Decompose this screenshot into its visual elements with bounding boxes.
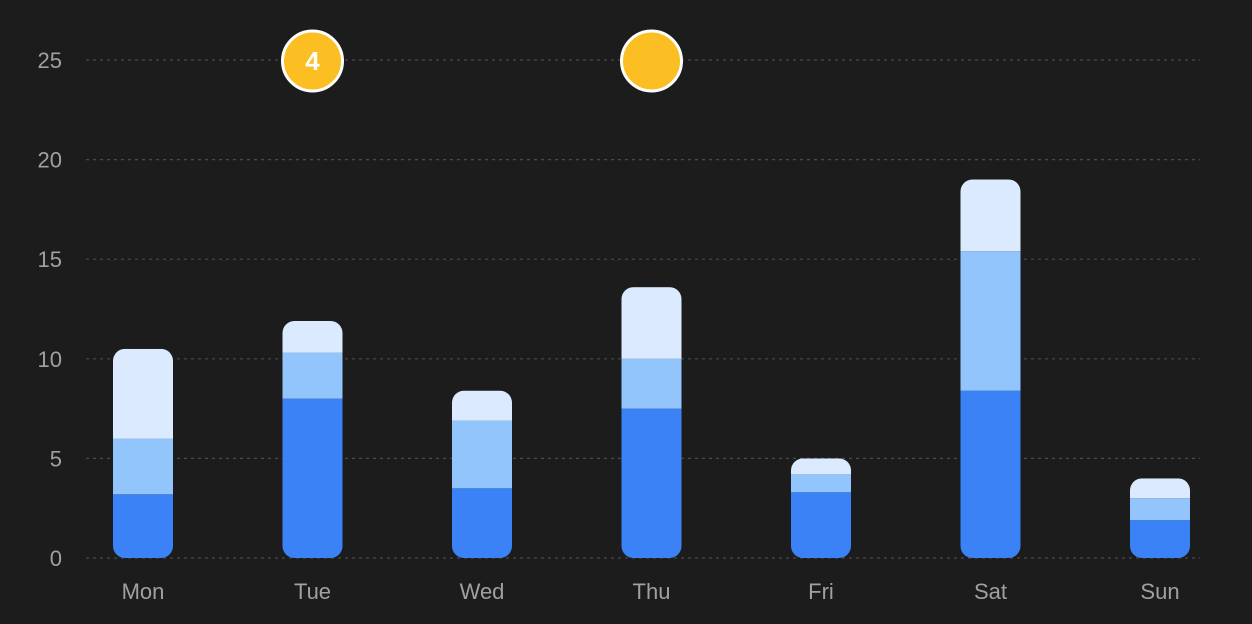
annotation-marker-label: 4 [305,46,320,76]
bar-segment-fri-3[interactable] [791,458,851,475]
bar-segment-sun-3[interactable] [1130,478,1190,499]
x-tick-label: Wed [460,579,505,604]
bar-segment-fri-1[interactable] [791,492,851,558]
bar-segment-tue-2[interactable] [282,352,343,399]
x-tick-label: Tue [294,579,331,604]
x-tick-label: Fri [808,579,834,604]
x-tick-label: Sun [1140,579,1179,604]
x-tick-label: Thu [633,579,671,604]
bar-segment-tue-1[interactable] [282,398,343,558]
y-tick-label: 15 [38,247,62,272]
y-tick-label: 20 [38,148,62,173]
annotation-marker-thu[interactable] [620,29,683,93]
x-tick-label: Mon [122,579,165,604]
bar-segment-mon-1[interactable] [113,494,173,558]
bar-segment-wed-3[interactable] [452,390,512,421]
bar-segment-sat-3[interactable] [960,179,1021,252]
bar-segment-sun-1[interactable] [1130,520,1190,558]
bar-segment-mon-3[interactable] [113,348,173,439]
bar-segment-thu-2[interactable] [621,358,682,409]
bar-segment-sat-2[interactable] [960,251,1021,391]
y-tick-label: 0 [50,546,62,571]
bar-segment-sun-2[interactable] [1130,498,1190,521]
y-tick-label: 25 [38,48,62,73]
x-tick-label: Sat [974,579,1007,604]
y-tick-label: 5 [50,446,62,471]
y-tick-label: 10 [38,347,62,372]
bar-segment-wed-2[interactable] [452,420,512,489]
bar-segment-tue-3[interactable] [282,320,343,353]
bar-segment-sat-1[interactable] [960,390,1021,558]
bar-segment-mon-2[interactable] [113,438,173,495]
bar-segment-thu-1[interactable] [621,408,682,558]
bar-segment-thu-3[interactable] [621,287,682,359]
bar-segment-wed-1[interactable] [452,488,512,558]
bar-segment-fri-2[interactable] [791,474,851,493]
annotation-marker-tue[interactable] [281,29,344,93]
